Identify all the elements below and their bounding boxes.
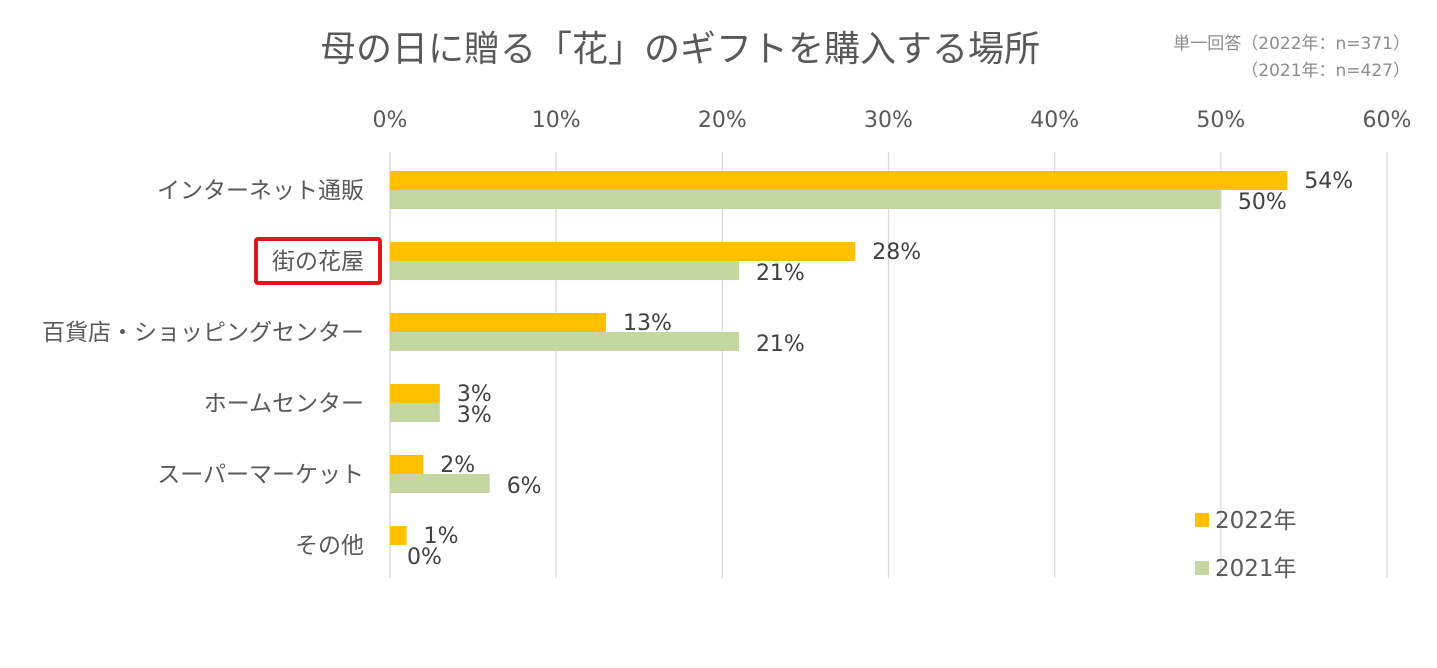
category-label: ホームセンター: [204, 391, 364, 417]
data-label-2021: 6%: [507, 474, 542, 499]
x-tick-label: 60%: [1363, 108, 1412, 133]
data-label-2021: 3%: [457, 403, 492, 428]
category-label: その他: [295, 533, 364, 559]
bar-2022: [390, 171, 1288, 190]
data-label-2021: 21%: [756, 332, 805, 357]
legend-label-2021: 2021年: [1215, 556, 1297, 582]
bar-2022: [390, 455, 424, 474]
bar-2022: [390, 313, 607, 332]
legend-label-2022: 2022年: [1215, 508, 1297, 534]
highlight-box: [254, 237, 382, 285]
bar-2021: [390, 261, 739, 280]
data-label-2022: 3%: [457, 382, 492, 407]
category-label: インターネット通販: [157, 178, 364, 204]
data-label-2022: 2%: [440, 453, 475, 478]
highlight-layer: [254, 237, 382, 285]
legend-swatch-2022: [1195, 513, 1209, 527]
legend-swatch-2021: [1195, 561, 1209, 575]
bar-2022: [390, 242, 856, 261]
data-label-2022: 28%: [872, 240, 921, 265]
legend: 2022年 2021年: [1195, 508, 1297, 582]
data-label-2022: 1%: [424, 524, 459, 549]
category-label: 百貨店・ショッピングセンター: [42, 320, 364, 346]
bar-2021: [390, 190, 1221, 209]
data-label-2021: 50%: [1238, 190, 1287, 215]
bar-2021: [390, 403, 440, 422]
x-tick-label: 50%: [1196, 108, 1245, 133]
x-tick-label: 40%: [1030, 108, 1079, 133]
bar-2022: [390, 526, 407, 545]
bar-2021: [390, 332, 739, 351]
chart-title: 母の日に贈る「花」のギフトを購入する場所: [320, 29, 1040, 70]
bar-2021: [390, 474, 490, 493]
x-tick-label: 20%: [698, 108, 747, 133]
sample-note-2021: （2021年：n=427）: [1241, 61, 1410, 81]
category-label: 街の花屋: [272, 249, 364, 275]
x-tick-label: 10%: [532, 108, 581, 133]
category-labels: インターネット通販街の花屋百貨店・ショッピングセンターホームセンタースーパーマー…: [42, 178, 364, 559]
data-label-2021: 0%: [407, 545, 442, 570]
bars: [390, 171, 1288, 545]
x-tick-label: 30%: [864, 108, 913, 133]
category-label: スーパーマーケット: [157, 462, 364, 488]
x-axis-ticks: 0% 10% 20% 30% 40% 50% 60%: [373, 108, 1412, 133]
sample-note-2022: 単一回答（2022年：n=371）: [1173, 34, 1410, 54]
grid-layer: [389, 152, 1388, 578]
bar-2022: [390, 384, 440, 403]
data-labels: 54% 50% 28% 21% 13% 21% 3%3% 2% 6% 1%0%: [407, 169, 1353, 570]
data-label-2021: 21%: [756, 261, 805, 286]
data-label-2022: 13%: [623, 311, 672, 336]
data-label-2022: 54%: [1304, 169, 1353, 194]
x-tick-label: 0%: [373, 108, 408, 133]
